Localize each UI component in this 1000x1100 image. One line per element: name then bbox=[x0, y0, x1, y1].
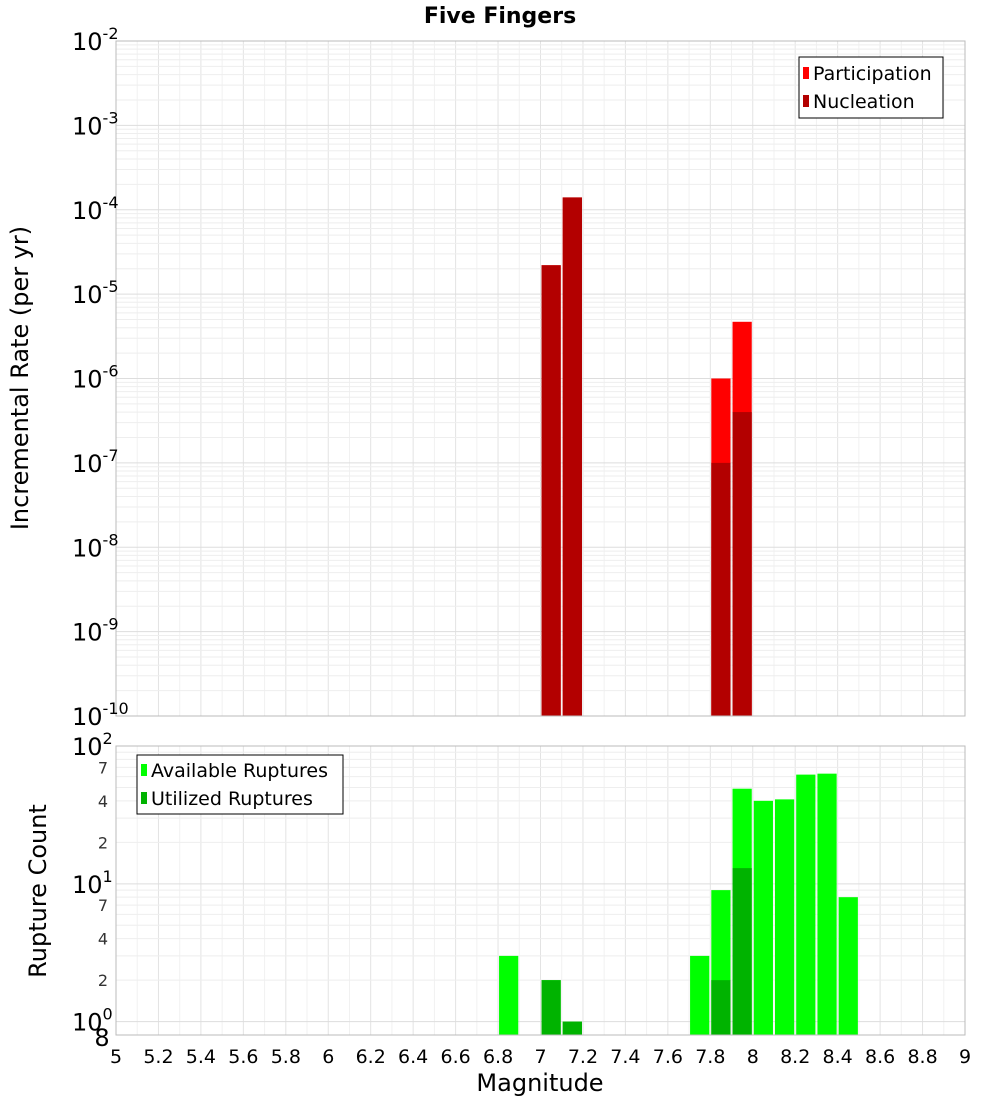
legend-nucleation-swatch bbox=[803, 95, 809, 107]
bar-nucleation bbox=[562, 197, 582, 717]
rate-y-ticks: 10-10 10-9 10-8 10-7 10-6 10-5 10-4 10-3 10-2 bbox=[72, 24, 129, 731]
x-tick-label: 6.8 bbox=[483, 1046, 513, 1068]
x-tick-label: 6 bbox=[322, 1046, 334, 1068]
count-y-tick-label: 100 bbox=[72, 1005, 113, 1037]
x-axis-label: Magnitude bbox=[476, 1069, 603, 1097]
rate-y-tick-label: 10-3 bbox=[72, 108, 119, 140]
x-tick-label: 6.4 bbox=[398, 1046, 428, 1068]
rate-plot-frame bbox=[115, 40, 966, 717]
bar-available-ruptures bbox=[753, 800, 773, 1035]
x-tick-label: 7.8 bbox=[695, 1046, 725, 1068]
count-legend-box bbox=[136, 754, 344, 815]
rate-legend-box bbox=[798, 56, 944, 119]
legend-available-swatch bbox=[141, 764, 147, 776]
x-tick-label: 7.6 bbox=[653, 1046, 683, 1068]
x-tick-label: 8.2 bbox=[780, 1046, 810, 1068]
bar-nucleation bbox=[711, 462, 731, 716]
legend-participation-label: Participation bbox=[813, 63, 932, 85]
bar-nucleation bbox=[732, 412, 752, 716]
legend-utilized-swatch bbox=[141, 792, 147, 804]
rate-y-tick-label: 10-7 bbox=[72, 446, 119, 478]
x-tick-label: 6.6 bbox=[440, 1046, 470, 1068]
bar-available-ruptures bbox=[499, 955, 519, 1035]
rate-y-tick-label: 10-4 bbox=[72, 193, 119, 225]
x-tick-label: 7.4 bbox=[610, 1046, 640, 1068]
x-tick-label: 8.4 bbox=[823, 1046, 853, 1068]
rate-y-tick-label: 10-5 bbox=[72, 277, 119, 309]
count-plot-frame bbox=[115, 745, 966, 1036]
chart-title: Five Fingers bbox=[424, 4, 576, 29]
rate-y-tick-label: 10-2 bbox=[72, 24, 119, 56]
rate-y-tick-label: 10-6 bbox=[72, 362, 119, 394]
bar-available-ruptures bbox=[796, 774, 816, 1035]
rate-y-tick-label: 10-8 bbox=[72, 530, 119, 562]
legend-nucleation-label: Nucleation bbox=[813, 91, 915, 113]
count-y-minor-tick-label: 2 bbox=[98, 971, 108, 990]
rate-bars bbox=[541, 197, 752, 717]
x-tick-label: 5.2 bbox=[143, 1046, 173, 1068]
x-tick-label: 5.6 bbox=[228, 1046, 258, 1068]
x-tick-label: 5.8 bbox=[271, 1046, 301, 1068]
x-tick-label: 6.2 bbox=[356, 1046, 386, 1068]
x-tick-label: 9 bbox=[959, 1046, 971, 1068]
x-tick-label: 5 bbox=[110, 1046, 122, 1068]
legend-utilized-label: Utilized Ruptures bbox=[151, 788, 313, 810]
count-y-bottom-label: 8 bbox=[94, 1024, 109, 1052]
rate-panel: 10-10 10-9 10-8 10-7 10-6 10-5 10-4 10-3 10-2 In… bbox=[6, 24, 966, 731]
rate-y-tick-label: 10-9 bbox=[72, 615, 119, 647]
bar-utilized-ruptures bbox=[732, 868, 752, 1035]
bar-available-ruptures bbox=[838, 897, 858, 1035]
rate-y-axis-label: Incremental Rate (per yr) bbox=[6, 226, 34, 530]
legend-available-label: Available Ruptures bbox=[151, 760, 328, 782]
x-tick-label: 5.4 bbox=[186, 1046, 216, 1068]
bar-utilized-ruptures bbox=[562, 1021, 582, 1035]
x-tick-label: 7.2 bbox=[568, 1046, 598, 1068]
count-y-minor-tick-label: 4 bbox=[98, 792, 108, 811]
count-y-minor-tick-label: 2 bbox=[98, 833, 108, 852]
count-panel: 100 101 102 2 4 7 2 4 7 8 5 5.2 5.4 5.6 5.8 6 6.2 6.4 6.6… bbox=[24, 729, 971, 1097]
count-y-minor-tick-label: 7 bbox=[98, 896, 108, 915]
rate-legend: Participation Nucleation bbox=[798, 56, 944, 119]
count-y-tick-label: 101 bbox=[72, 867, 113, 899]
x-tick-label: 8 bbox=[747, 1046, 759, 1068]
x-tick-label: 7 bbox=[534, 1046, 546, 1068]
x-ticks: 5 5.2 5.4 5.6 5.8 6 6.2 6.4 6.6 6.8 7 7.2 7.4 7.6 7.8 8… bbox=[110, 1046, 971, 1068]
count-bars bbox=[499, 773, 858, 1035]
bar-available-ruptures bbox=[817, 773, 837, 1035]
bar-available-ruptures bbox=[690, 955, 710, 1035]
bar-utilized-ruptures bbox=[711, 980, 731, 1035]
count-y-minor-tick-label: 4 bbox=[98, 930, 108, 949]
count-y-axis-label: Rupture Count bbox=[24, 804, 52, 978]
x-tick-label: 8.6 bbox=[865, 1046, 895, 1068]
count-y-tick-label: 102 bbox=[72, 729, 113, 761]
legend-participation-swatch bbox=[803, 67, 809, 79]
bar-nucleation bbox=[541, 265, 561, 716]
count-legend: Available Ruptures Utilized Ruptures bbox=[136, 754, 344, 815]
bar-utilized-ruptures bbox=[541, 980, 561, 1035]
x-tick-label: 8.8 bbox=[907, 1046, 937, 1068]
count-y-ticks: 100 101 102 2 4 7 2 4 7 8 bbox=[72, 729, 113, 1052]
rate-y-tick-label: 10-10 bbox=[72, 699, 129, 731]
rate-grid bbox=[115, 41, 966, 717]
bar-available-ruptures bbox=[774, 799, 795, 1035]
count-y-minor-tick-label: 7 bbox=[98, 758, 108, 777]
